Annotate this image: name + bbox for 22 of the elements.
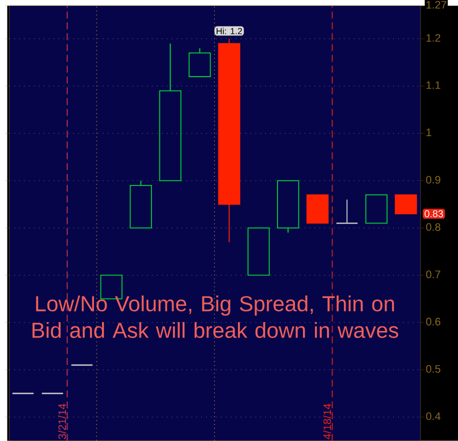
annotation: Hi: 1.2 (216, 28, 242, 34)
candlestick (336, 198, 358, 224)
annotation: 3/21/14 (58, 404, 66, 440)
text: 0.83 (424, 210, 443, 218)
y-tick-label: 0.8 (426, 223, 440, 231)
candlestick (159, 42, 182, 182)
annotation: Low/No Volume, Big Spread, Thin on Bid and Ask will break down in waves (32, 295, 398, 338)
y-tick-label: 0.4 (426, 412, 440, 420)
y-tick-label: 0.6 (426, 318, 440, 326)
candlestick (394, 194, 417, 214)
y-tick-label: 0.5 (426, 365, 440, 373)
y-tick-label: 0.7 (426, 270, 440, 278)
candlestick (248, 227, 270, 276)
y-tick-label: 0.9 (426, 176, 440, 184)
y-tick-label: 1 (426, 128, 432, 136)
candlestick (130, 180, 152, 228)
y-tick-label: 1.27 (426, 0, 446, 8)
candlestick (306, 194, 329, 224)
y-tick-label: 1.1 (426, 81, 440, 89)
y-tick-label: 1.2 (426, 34, 440, 42)
candlestick (365, 194, 388, 224)
annotation: 4/18/14 (323, 404, 332, 440)
